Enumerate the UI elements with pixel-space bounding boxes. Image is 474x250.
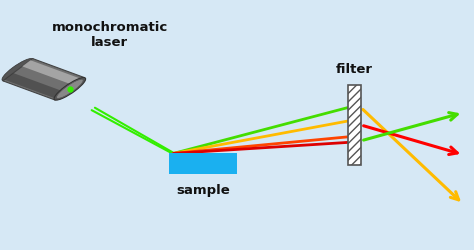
Text: sample: sample [176,184,230,197]
Ellipse shape [56,79,83,98]
Polygon shape [4,73,65,99]
Text: monochromatic
laser: monochromatic laser [52,21,168,49]
Polygon shape [22,60,82,86]
Bar [348,86,361,164]
Ellipse shape [54,78,86,100]
Text: filter: filter [336,62,373,76]
Bar [169,154,237,174]
Polygon shape [3,58,85,100]
Ellipse shape [2,58,34,81]
